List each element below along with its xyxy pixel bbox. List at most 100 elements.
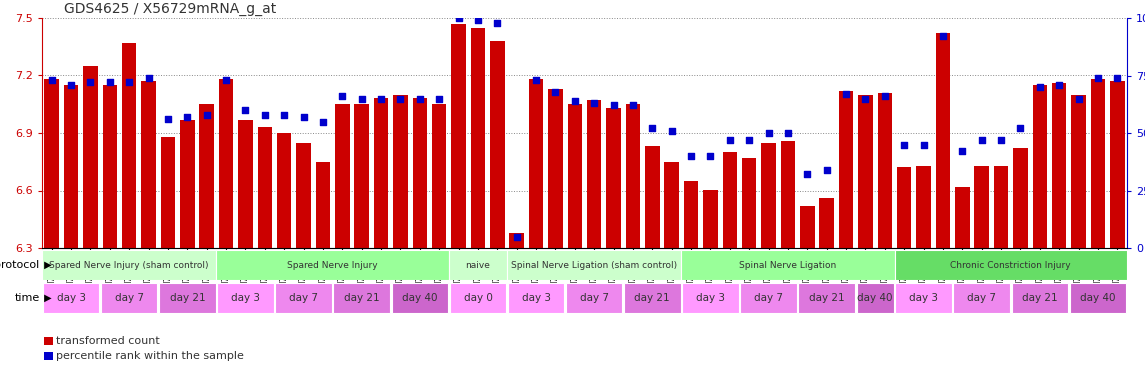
Bar: [856, 283, 894, 313]
Bar: [510, 233, 524, 248]
Point: [236, 107, 254, 113]
Text: day 3: day 3: [231, 293, 260, 303]
Text: ▶: ▶: [41, 260, 52, 270]
Bar: [1072, 95, 1085, 248]
Point: [934, 33, 953, 40]
Text: day 21: day 21: [1022, 293, 1058, 303]
Text: day 40: day 40: [858, 293, 893, 303]
Point: [566, 98, 584, 104]
Bar: [121, 43, 136, 248]
Text: day 40: day 40: [402, 293, 437, 303]
Bar: [974, 166, 989, 248]
Text: day 7: day 7: [579, 293, 609, 303]
Bar: [529, 79, 544, 248]
Text: day 7: day 7: [968, 293, 996, 303]
Point: [837, 91, 855, 97]
Bar: [219, 79, 234, 248]
Point: [314, 118, 332, 124]
Bar: [1052, 83, 1066, 248]
Point: [431, 96, 449, 102]
Point: [411, 96, 429, 102]
Bar: [820, 198, 834, 248]
Bar: [742, 158, 757, 248]
Point: [216, 77, 235, 83]
Bar: [277, 133, 292, 248]
Bar: [1069, 283, 1127, 313]
Point: [527, 77, 545, 83]
Bar: [101, 283, 158, 313]
Point: [720, 137, 739, 143]
Point: [682, 153, 701, 159]
Point: [895, 141, 914, 147]
Point: [333, 93, 352, 99]
Text: Spared Nerve Injury (sham control): Spared Nerve Injury (sham control): [49, 260, 208, 270]
Text: Chronic Constriction Injury: Chronic Constriction Injury: [950, 260, 1071, 270]
Bar: [566, 283, 623, 313]
Point: [953, 148, 971, 154]
Text: day 21: day 21: [344, 293, 379, 303]
Bar: [42, 283, 100, 313]
Bar: [761, 142, 776, 248]
Bar: [507, 250, 681, 280]
Text: time: time: [15, 293, 40, 303]
Bar: [664, 162, 679, 248]
Text: transformed count: transformed count: [56, 336, 159, 346]
Point: [643, 125, 662, 131]
Point: [701, 153, 719, 159]
Point: [759, 130, 777, 136]
Point: [392, 96, 410, 102]
Bar: [84, 66, 97, 248]
Text: day 21: day 21: [634, 293, 670, 303]
Bar: [798, 283, 855, 313]
Bar: [275, 283, 332, 313]
Point: [585, 100, 603, 106]
Point: [798, 171, 816, 177]
Bar: [490, 41, 505, 248]
Bar: [722, 152, 737, 248]
Text: GDS4625 / X56729mRNA_g_at: GDS4625 / X56729mRNA_g_at: [64, 2, 276, 16]
Text: day 7: day 7: [289, 293, 318, 303]
Point: [740, 137, 758, 143]
Bar: [994, 166, 1009, 248]
Bar: [877, 93, 892, 248]
Point: [876, 93, 894, 99]
Bar: [1110, 81, 1124, 248]
Point: [605, 102, 623, 108]
Bar: [800, 206, 814, 248]
Bar: [507, 283, 564, 313]
Bar: [199, 104, 214, 248]
Bar: [681, 250, 894, 280]
Bar: [159, 283, 215, 313]
Point: [255, 111, 274, 118]
Bar: [160, 137, 175, 248]
Text: day 40: day 40: [1080, 293, 1115, 303]
Bar: [916, 166, 931, 248]
Bar: [335, 104, 349, 248]
Point: [1030, 84, 1049, 90]
Text: day 3: day 3: [56, 293, 86, 303]
Bar: [449, 250, 507, 280]
Bar: [645, 146, 660, 248]
Bar: [703, 190, 718, 248]
Point: [546, 89, 564, 95]
Bar: [450, 283, 506, 313]
Point: [198, 111, 216, 118]
Point: [81, 79, 100, 86]
Bar: [216, 250, 449, 280]
Bar: [45, 79, 58, 248]
Bar: [894, 250, 1127, 280]
Bar: [858, 95, 872, 248]
Bar: [373, 99, 388, 248]
Point: [972, 137, 990, 143]
Bar: [141, 81, 156, 248]
Point: [120, 79, 139, 86]
Bar: [393, 95, 408, 248]
Bar: [297, 142, 310, 248]
Bar: [42, 250, 216, 280]
Point: [468, 17, 487, 23]
Point: [353, 96, 371, 102]
Text: percentile rank within the sample: percentile rank within the sample: [56, 351, 244, 361]
Point: [140, 75, 158, 81]
Text: day 7: day 7: [114, 293, 143, 303]
Point: [1050, 82, 1068, 88]
